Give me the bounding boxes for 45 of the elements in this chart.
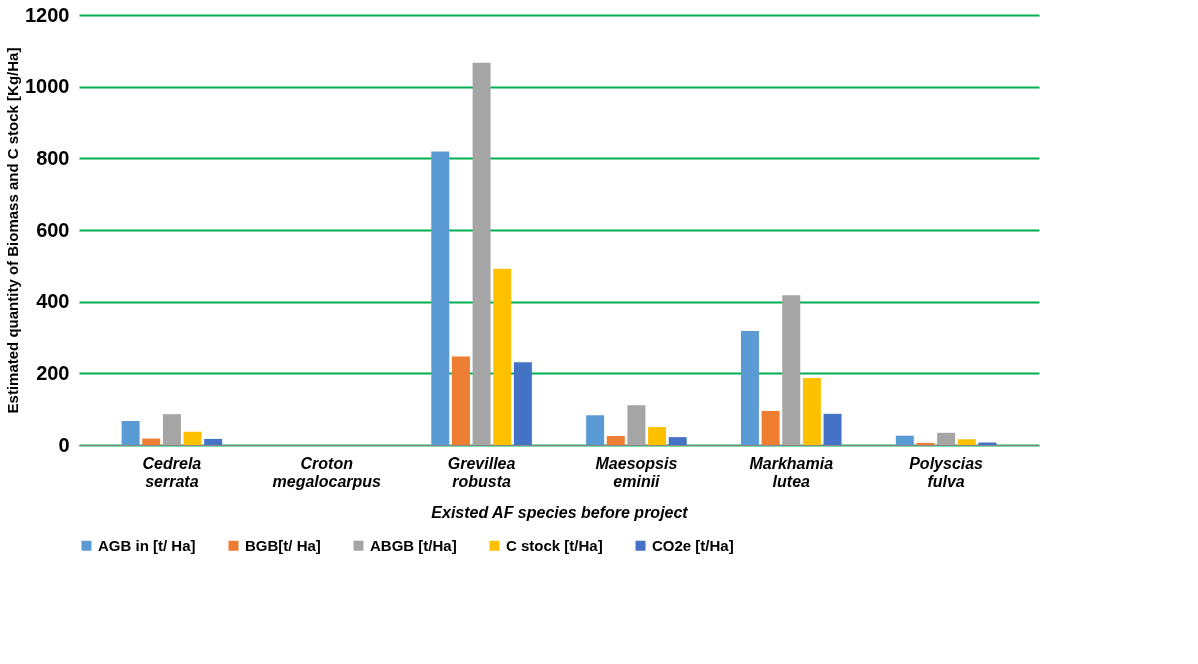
y-tick-label: 200 [36,361,70,384]
bar [142,438,161,445]
x-tick-label: Cedrela serrata [142,454,202,490]
bar [937,432,956,445]
y-tick-label: 400 [36,290,70,313]
bar [472,62,491,445]
bar [895,435,914,445]
bar [978,442,997,445]
bar [162,414,181,445]
bar [761,410,780,445]
legend-label: CO2e [t/Ha] [652,536,734,554]
bar [668,437,687,445]
y-tick-label: 600 [36,218,70,241]
bar [204,438,223,445]
legend-label: C stock [t/Ha] [506,536,603,554]
bar [586,415,605,445]
x-tick-label: Grevillea robusta [447,454,516,490]
legend-label: AGB in [t/ Ha] [98,536,196,554]
y-axis-title: Estimated quantity of Biomass and C stock [Kg/Ha] [4,47,22,414]
y-tick-label: 1000 [25,75,70,98]
legend-label: ABGB [t/Ha] [370,536,457,554]
x-tick-label: Maesopsis eminii [595,454,678,490]
bar [493,268,512,445]
x-axis-title: Existed AF species before project [431,503,689,521]
bar [183,431,202,445]
bar [648,427,667,445]
bar [957,439,976,445]
bar [431,151,450,445]
bar [802,377,821,445]
bar [627,405,646,445]
x-tick-label: Polyscias fulva [909,454,984,490]
bar [121,420,140,445]
legend-label: BGB[t/ Ha] [245,536,321,554]
bar [513,362,532,445]
bar [451,356,470,445]
bar [606,436,625,445]
y-tick-label: 800 [36,146,70,169]
y-tick-label: 1200 [25,3,70,26]
bar [740,331,759,445]
x-tick-label: Markhamia lutea [749,454,834,490]
bar [823,413,842,445]
bar [916,442,935,445]
bar [782,295,801,445]
x-tick-label: Croton megalocarpus [272,454,382,490]
y-tick-label: 0 [58,433,70,456]
